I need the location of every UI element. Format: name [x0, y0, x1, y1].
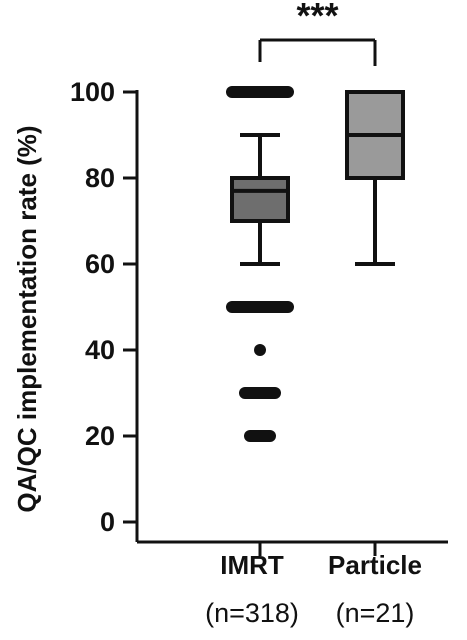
y-tick-label-20: 20 — [85, 421, 115, 451]
x-category-label-particle: Particle — [328, 550, 422, 580]
x-category-label-imrt: IMRT — [220, 550, 284, 580]
y-tick-label-80: 80 — [85, 163, 115, 193]
boxes — [226, 38, 405, 442]
y-axis-label: QA/QC implementation rate (%) — [12, 125, 42, 512]
sample-size-label-imrt: (n=318) — [205, 598, 299, 628]
sample-size-label-particle: (n=21) — [336, 598, 415, 628]
significance-label: *** — [296, 0, 338, 36]
y-tick-label-100: 100 — [70, 77, 115, 107]
axes: 0 20 40 60 80 100 — [70, 77, 448, 556]
imrt-box — [230, 176, 290, 223]
y-tick-label-60: 60 — [85, 249, 115, 279]
y-tick-label-40: 40 — [85, 335, 115, 365]
labels: QA/QC implementation rate (%) *** IMRT (n=3… — [12, 0, 422, 628]
imrt-outlier-40 — [254, 344, 266, 356]
y-tick-label-0: 0 — [100, 507, 115, 537]
